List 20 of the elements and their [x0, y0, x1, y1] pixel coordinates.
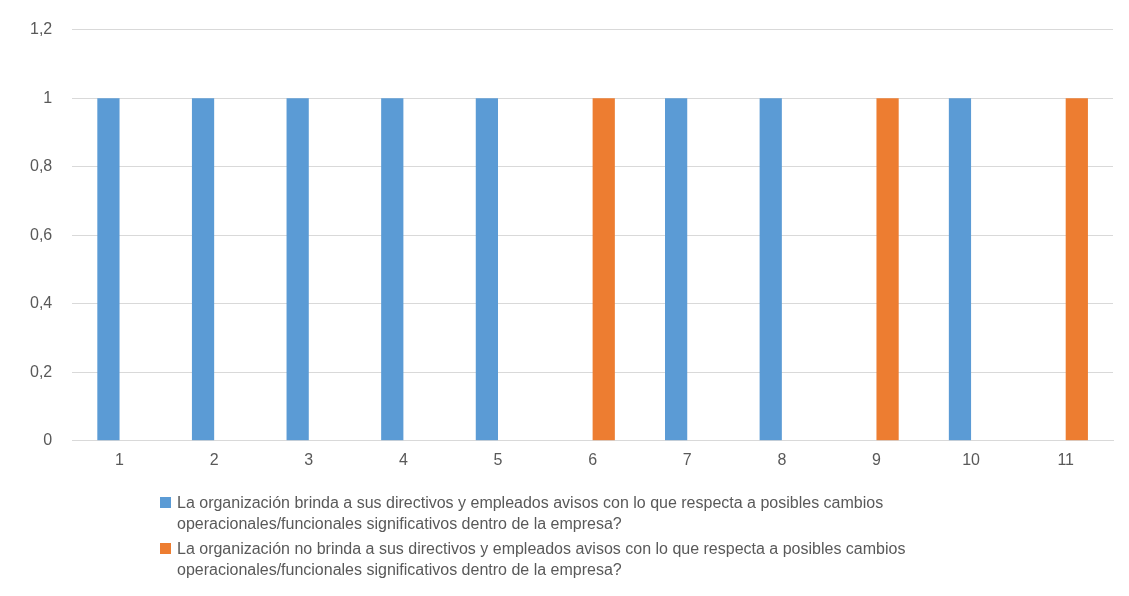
legend-label: La organización brinda a sus directivos y empleados avisos con lo que respecta a posibles cambios operacionales/funcionales significativos dentro de la empresa?: [177, 493, 885, 534]
x-tick-label: 10: [962, 450, 981, 468]
y-tick-label: 1: [43, 88, 53, 106]
y-tick-label: 0,4: [29, 294, 53, 312]
y-tick-label: 0: [43, 431, 53, 449]
y-tick-label: 0,6: [29, 225, 53, 243]
x-tick-label: 8: [777, 450, 787, 468]
x-tick-label: 6: [588, 450, 598, 468]
y-tick-label: 0,8: [29, 157, 53, 175]
x-tick-label: 5: [493, 450, 503, 468]
y-tick-label: 1,2: [29, 20, 53, 38]
x-tick-label: 3: [304, 450, 314, 468]
legend-label: La organización no brinda a sus directivos y empleados avisos con lo que respecta a posibles cambios operacionales/funcionales significativos dentro de la empresa?: [177, 539, 907, 580]
x-tick-label: 7: [682, 450, 692, 468]
x-tick-label: 11: [1057, 450, 1075, 468]
x-tick-label: 2: [209, 450, 219, 468]
y-tick-label: 0,2: [29, 362, 53, 380]
x-tick-label: 1: [115, 450, 125, 468]
x-tick-label: 4: [398, 450, 408, 468]
x-tick-label: 9: [872, 450, 882, 468]
